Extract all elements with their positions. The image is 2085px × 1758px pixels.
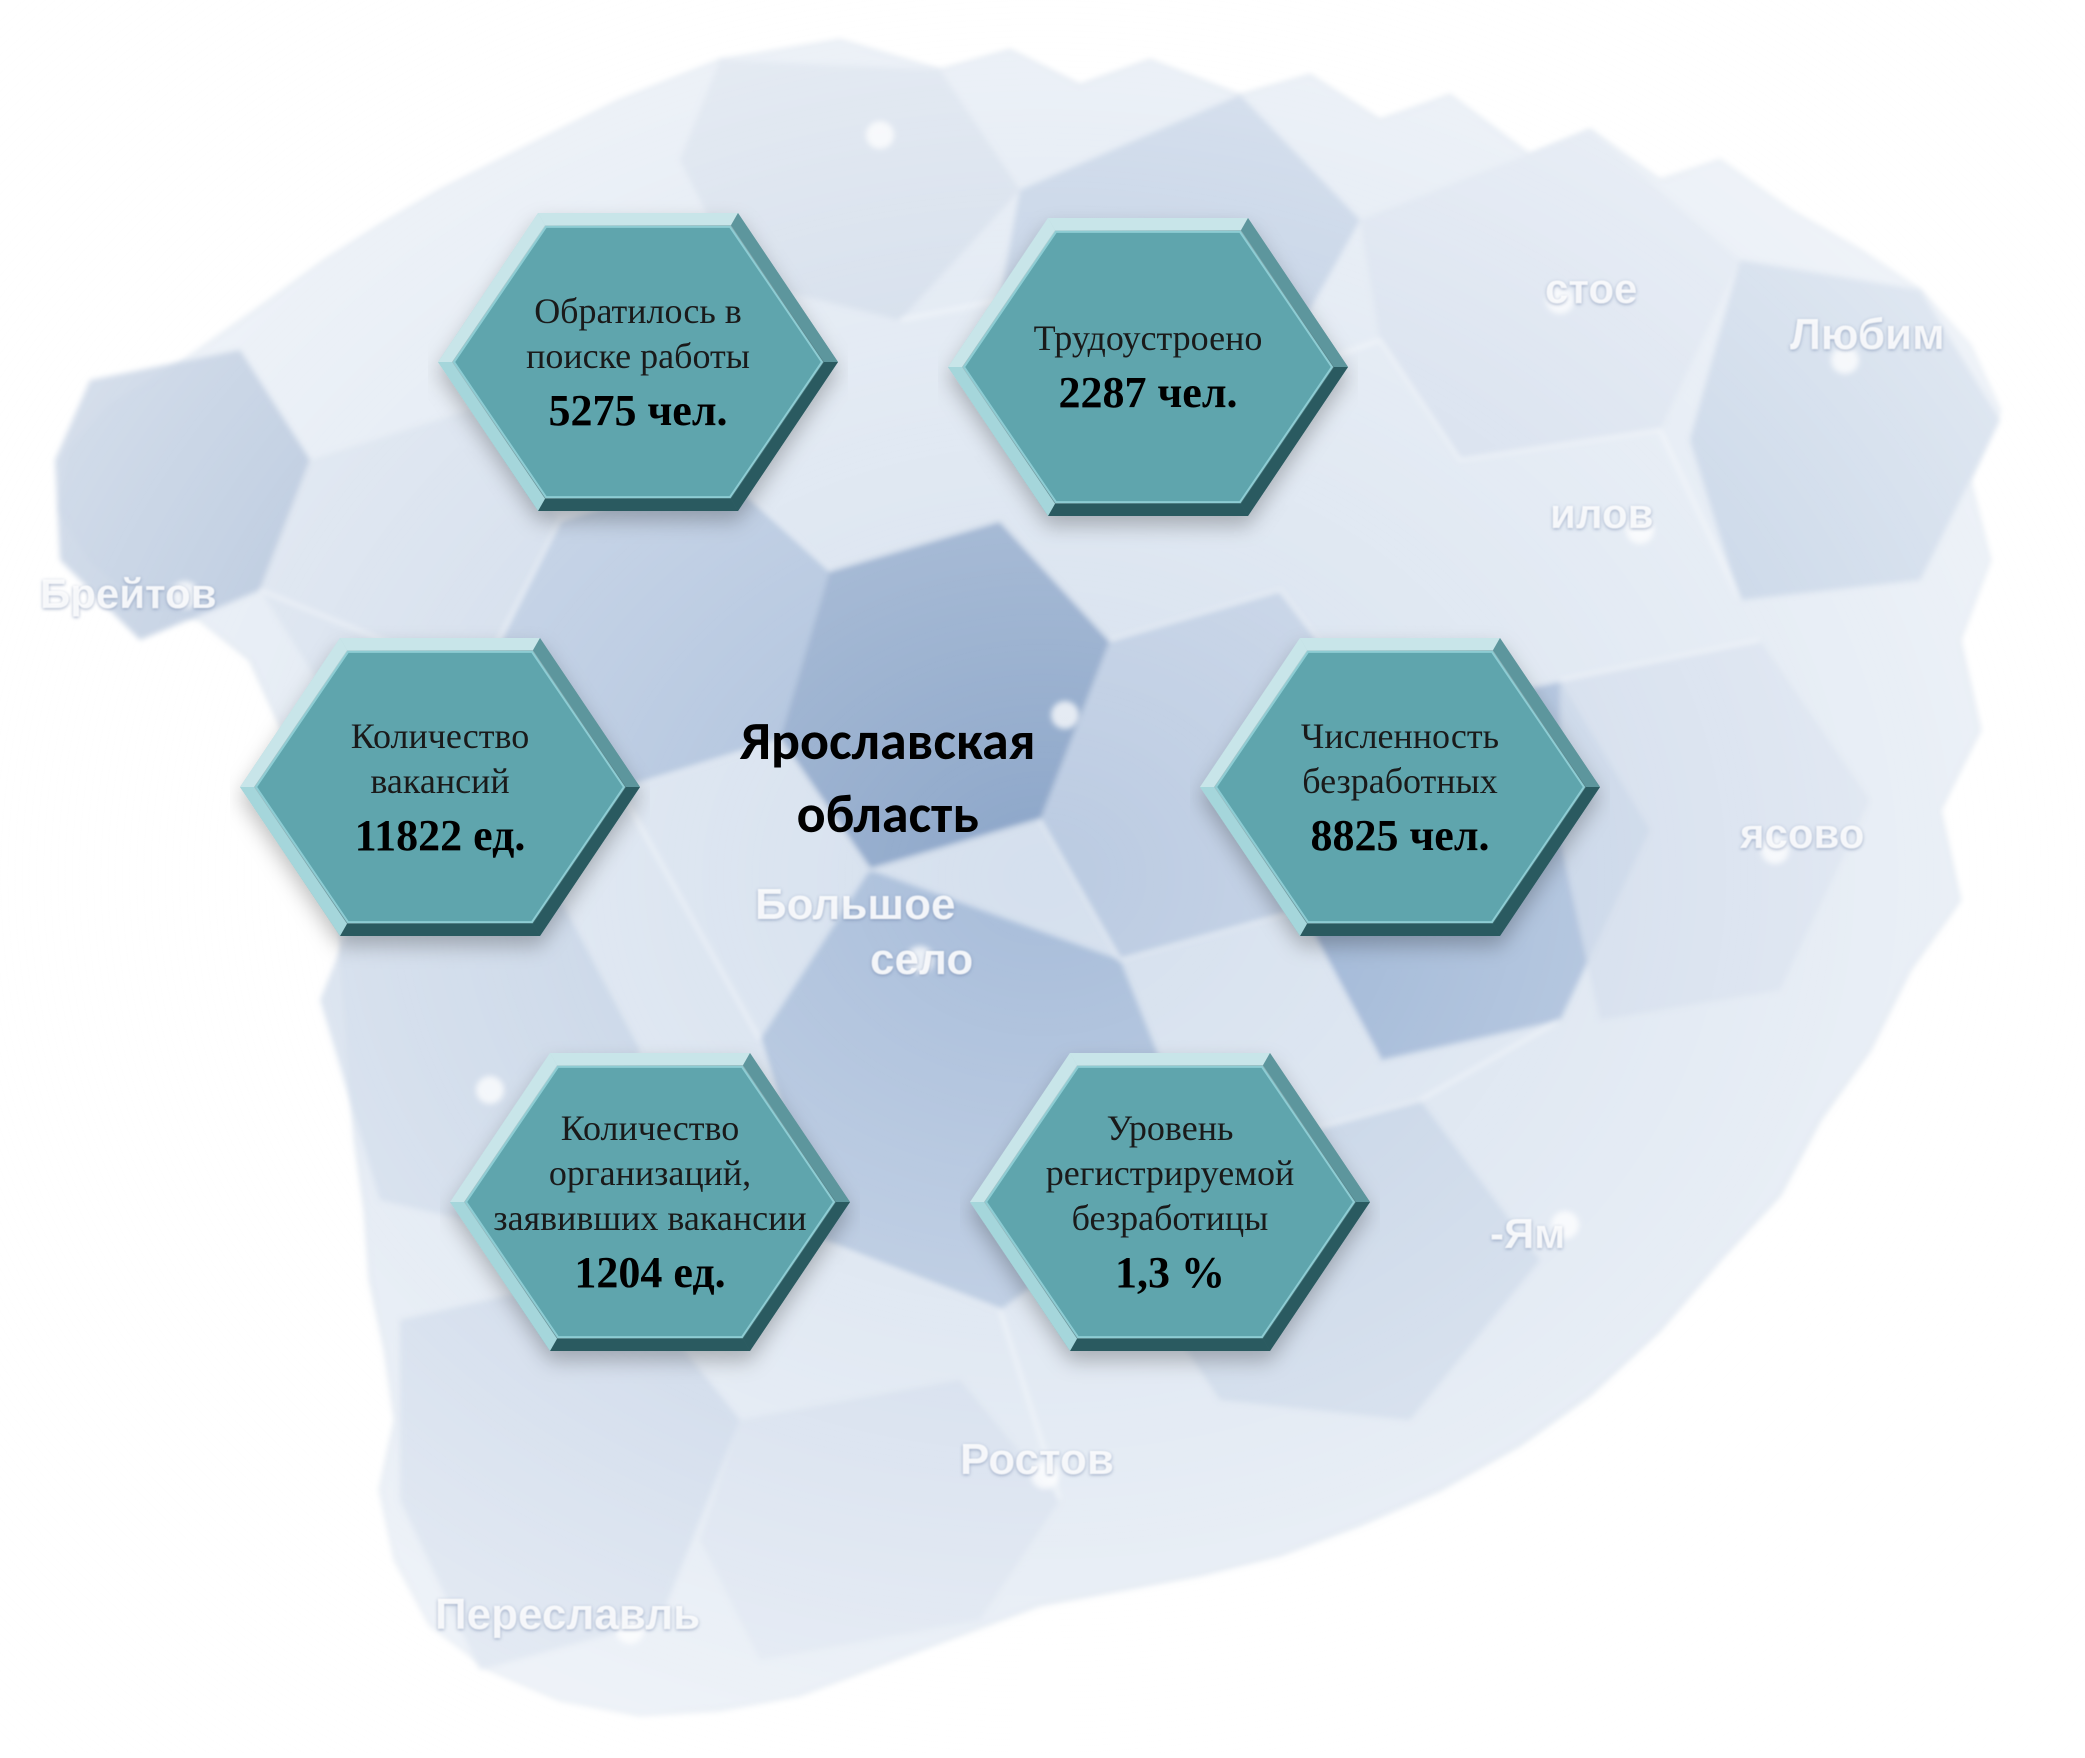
hex-value: 2287 чел. — [1058, 367, 1237, 418]
hex-label: Численность безработных — [1240, 714, 1560, 804]
hex-unemployed: Численность безработных 8825 чел. — [1190, 605, 1610, 969]
hex-label: Уровень регистрируемой безработицы — [1010, 1106, 1330, 1241]
hex-unemp-rate: Уровень регистрируемой безработицы 1,3 % — [960, 1020, 1380, 1384]
hex-applied: Обратилось в поиске работы 5275 чел. — [428, 180, 848, 544]
hex-value: 1,3 % — [1115, 1247, 1225, 1298]
hex-vacancies: Количество вакансий 11822 ед. — [230, 605, 650, 969]
hex-label: Количество вакансий — [280, 714, 600, 804]
hex-ring: Обратилось в поиске работы 5275 чел. Тру… — [0, 0, 2085, 1753]
hex-label: Трудоустроено — [1034, 316, 1263, 361]
region-title-line2: область — [740, 778, 1036, 851]
hex-value: 8825 чел. — [1310, 810, 1489, 861]
hex-org-vacancies: Количество организаций, заявивших ваканс… — [440, 1020, 860, 1384]
hex-value: 1204 ед. — [574, 1247, 725, 1298]
hex-value: 5275 чел. — [548, 385, 727, 436]
hex-employed: Трудоустроено 2287 чел. — [938, 185, 1358, 549]
hex-value: 11822 ед. — [355, 810, 526, 861]
hex-label: Обратилось в поиске работы — [478, 289, 798, 379]
hex-label: Количество организаций, заявивших ваканс… — [490, 1106, 810, 1241]
region-title: Ярославская область — [740, 705, 1036, 851]
region-title-line1: Ярославская — [740, 705, 1036, 778]
